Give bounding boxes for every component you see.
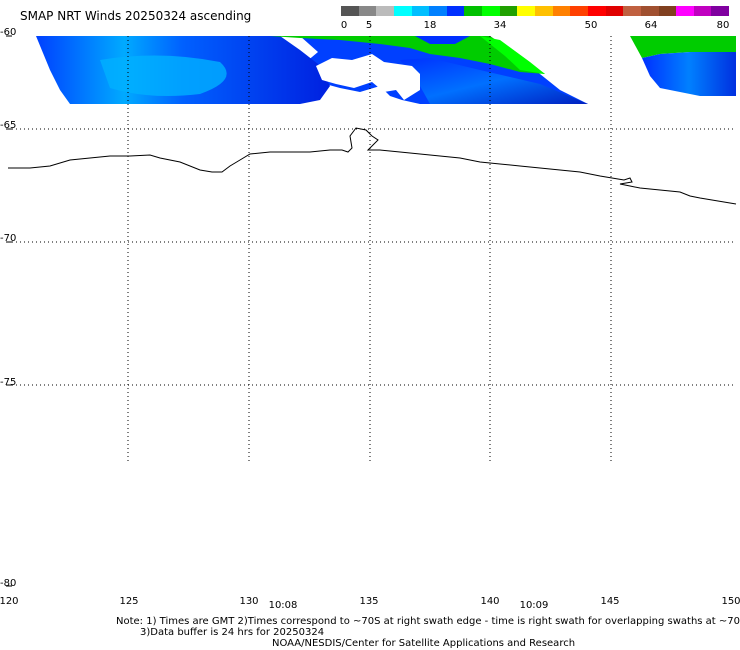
colorbar-segment	[358, 6, 377, 16]
colorbar-tick-label: 0	[340, 20, 348, 31]
colorbar-segment	[517, 6, 536, 16]
colorbar-tick-label: 5	[365, 20, 373, 31]
colorbar-segment	[658, 6, 677, 16]
colorbar-segment	[482, 6, 500, 16]
longitude-label: 135	[359, 596, 379, 607]
colorbar-tick-label: 64	[644, 20, 658, 31]
wind-swath-green	[270, 36, 545, 74]
latitude-label: -60	[0, 27, 17, 38]
colorbar-segment	[535, 6, 553, 16]
colorbar-segment	[341, 6, 359, 16]
colorbar-segment	[499, 6, 518, 16]
colorbar-segment	[429, 6, 447, 16]
longitude-label: 145	[600, 596, 620, 607]
latitude-label: -65	[0, 120, 17, 131]
latitude-label: -70	[0, 233, 17, 244]
lat-lon-grid	[6, 35, 736, 587]
wind-swath-gaps	[316, 54, 420, 100]
colorbar-tick-label: 50	[584, 20, 598, 31]
coastline	[8, 127, 737, 205]
colorbar-segment	[605, 6, 624, 16]
colorbar-segment	[587, 6, 606, 16]
colorbar-segment	[411, 6, 430, 16]
colorbar-segment	[552, 6, 571, 16]
colorbar-segment	[711, 6, 730, 16]
colorbar-segment	[693, 6, 712, 16]
colorbar-segment	[464, 6, 483, 16]
latitude-label: -75	[0, 377, 17, 388]
longitude-label: 125	[119, 596, 139, 607]
wind-swath-right	[630, 36, 736, 96]
colorbar-segment	[570, 6, 588, 16]
colorbar-segment	[376, 6, 394, 16]
latitude-label: -80	[0, 578, 17, 589]
longitude-label: 130	[239, 596, 259, 607]
longitude-label: 140	[480, 596, 500, 607]
map-title: SMAP NRT Winds 20250324 ascending	[20, 9, 252, 23]
time-label-2: 10:09	[519, 600, 549, 611]
note-line-2: 3)Data buffer is 24 hrs for 20250324	[140, 627, 325, 638]
colorbar-tick-label: 18	[423, 20, 437, 31]
colorbar-segment	[393, 6, 412, 16]
time-label-1: 10:08	[268, 600, 298, 611]
colorbar-segment	[623, 6, 641, 16]
colorbar-segment	[640, 6, 659, 16]
colorbar-segment	[676, 6, 694, 16]
colorbar-tick-label: 34	[493, 20, 507, 31]
colorbar-tick-label: 80	[716, 20, 730, 31]
note-line-1: Note: 1) Times are GMT 2)Times correspon…	[116, 616, 740, 627]
colorbar-segment	[446, 6, 465, 16]
longitude-label: 150	[721, 596, 740, 607]
note-line-3: NOAA/NESDIS/Center for Satellite Applica…	[272, 638, 576, 649]
wind-speed-colorbar	[341, 6, 730, 16]
longitude-label: 120	[0, 596, 19, 607]
